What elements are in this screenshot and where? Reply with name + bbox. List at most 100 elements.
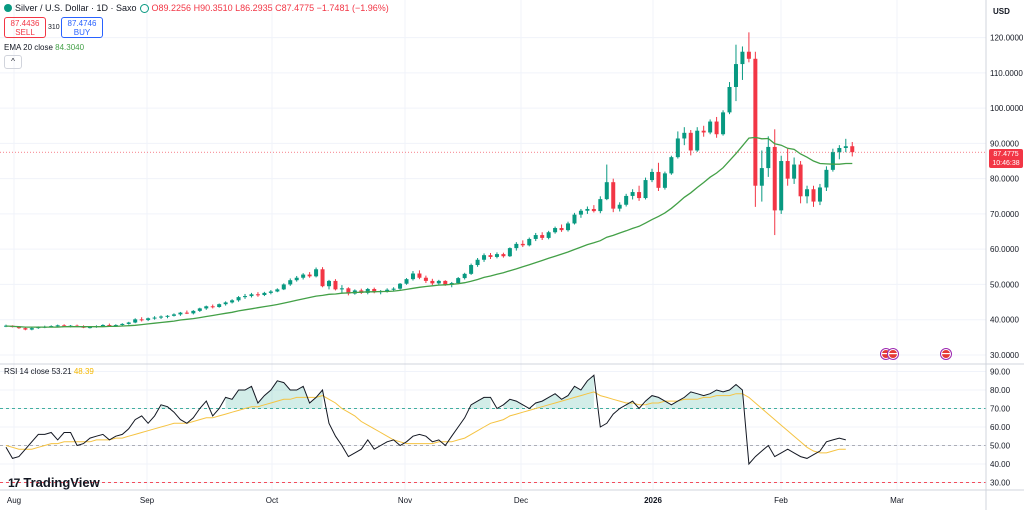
price-tick-label: 70.0000 bbox=[990, 210, 1019, 219]
rsi-legend[interactable]: RSI 14 close 53.21 48.39 bbox=[4, 367, 94, 376]
price-tick-label: 120.0000 bbox=[990, 34, 1024, 43]
candle-body bbox=[591, 208, 596, 212]
candle-body bbox=[372, 289, 377, 293]
rsi-lines bbox=[5, 374, 846, 466]
rsi-value: 53.21 bbox=[51, 367, 72, 376]
candle-body bbox=[682, 132, 687, 139]
candle-body bbox=[184, 312, 189, 314]
candle-body bbox=[275, 289, 280, 292]
buy-button[interactable]: 87.4746 BUY bbox=[61, 17, 103, 38]
ema-legend[interactable]: EMA 20 close 84.3040 bbox=[4, 43, 84, 52]
candle-body bbox=[598, 199, 603, 212]
ema-value: 84.3040 bbox=[55, 43, 85, 52]
rsi-tick-label: 90.00 bbox=[990, 368, 1011, 377]
rsi-overbought-fill bbox=[535, 375, 594, 409]
candle-body bbox=[120, 323, 125, 325]
candle-body bbox=[417, 273, 422, 278]
candle-body bbox=[346, 288, 351, 294]
candle-body bbox=[281, 284, 286, 290]
candle-body bbox=[727, 86, 732, 113]
candle-body bbox=[159, 316, 164, 318]
candle-body bbox=[604, 182, 609, 200]
currency-label[interactable]: USD bbox=[993, 7, 1010, 16]
candle-body bbox=[152, 317, 157, 319]
candle-body bbox=[559, 228, 564, 231]
rsi-tick-label: 50.00 bbox=[990, 441, 1011, 450]
sell-price: 87.4436 bbox=[10, 19, 40, 28]
ema-label: EMA 20 close bbox=[4, 43, 53, 52]
candle-body bbox=[566, 223, 571, 231]
candle-body bbox=[475, 259, 480, 266]
candle-body bbox=[320, 269, 325, 287]
candle-body bbox=[572, 214, 577, 224]
candle-body bbox=[546, 232, 551, 238]
candle-body bbox=[494, 254, 499, 257]
candle-body bbox=[753, 58, 758, 186]
candle-body bbox=[62, 325, 67, 327]
candle-body bbox=[611, 182, 616, 209]
candle-body bbox=[191, 310, 196, 314]
tradingview-logo-icon: 17 bbox=[8, 475, 20, 490]
price-tick-label: 110.0000 bbox=[990, 69, 1023, 78]
candle-body bbox=[688, 132, 693, 151]
time-tick-label: Aug bbox=[7, 496, 21, 505]
candle-body bbox=[307, 274, 312, 277]
candle-body bbox=[837, 147, 842, 153]
candle-body bbox=[288, 280, 293, 285]
price-tick-label: 50.0000 bbox=[990, 280, 1019, 289]
candle-body bbox=[637, 192, 642, 199]
rsi-line bbox=[5, 374, 846, 466]
candle-body bbox=[553, 228, 558, 233]
candle-body bbox=[669, 157, 674, 174]
candle-body bbox=[236, 297, 241, 301]
candles bbox=[4, 32, 855, 331]
time-tick-label: Feb bbox=[774, 496, 788, 505]
candle-body bbox=[733, 64, 738, 87]
bar-countdown: 10:46:38 bbox=[992, 160, 1020, 167]
candle-body bbox=[643, 180, 648, 199]
candle-body bbox=[617, 204, 622, 209]
price-tick-label: 30.0000 bbox=[990, 351, 1019, 360]
candle-body bbox=[333, 280, 338, 290]
candle-body bbox=[410, 273, 415, 280]
price-tick-label: 80.0000 bbox=[990, 175, 1019, 184]
candle-body bbox=[462, 273, 467, 279]
candle-body bbox=[708, 121, 713, 133]
candle-body bbox=[482, 255, 487, 260]
chart-header: Silver / U.S. Dollar · 1D · Saxo O89.225… bbox=[4, 3, 389, 13]
last-price-label: 87.4775 10:46:38 bbox=[989, 149, 1023, 168]
time-tick-label: Mar bbox=[890, 496, 904, 505]
time-tick-label: Dec bbox=[514, 496, 528, 505]
candle-body bbox=[171, 314, 176, 316]
ema-20-line bbox=[5, 136, 853, 328]
market-status-icon bbox=[139, 3, 149, 13]
candle-body bbox=[850, 146, 855, 153]
rsi-tick-label: 40.00 bbox=[990, 460, 1011, 469]
candle-body bbox=[391, 288, 396, 290]
candle-body bbox=[197, 308, 202, 311]
candle-body bbox=[165, 315, 170, 317]
symbol-title[interactable]: Silver / U.S. Dollar · 1D · Saxo bbox=[15, 3, 137, 13]
rsi-overbought-fill bbox=[471, 397, 491, 409]
candle-body bbox=[785, 161, 790, 179]
rsi-overbought-fill bbox=[503, 399, 523, 409]
candle-body bbox=[714, 121, 719, 135]
price-tick-label: 100.0000 bbox=[990, 104, 1024, 113]
sell-button[interactable]: 87.4436 SELL bbox=[4, 17, 46, 38]
price-tick-label: 40.0000 bbox=[990, 316, 1019, 325]
candle-body bbox=[133, 319, 138, 323]
candle-body bbox=[533, 235, 538, 239]
candle-body bbox=[436, 280, 441, 284]
candle-body bbox=[230, 300, 235, 303]
time-tick-label: Nov bbox=[398, 496, 412, 505]
collapse-legend-button[interactable]: ^ bbox=[4, 55, 22, 69]
candle-body bbox=[268, 291, 273, 293]
candle-body bbox=[701, 130, 706, 133]
candle-body bbox=[327, 280, 331, 287]
event-markers bbox=[880, 348, 952, 360]
time-tick-label: Oct bbox=[266, 496, 279, 505]
candle-body bbox=[301, 274, 306, 278]
candle-body bbox=[217, 304, 222, 307]
candle-body bbox=[746, 51, 751, 59]
